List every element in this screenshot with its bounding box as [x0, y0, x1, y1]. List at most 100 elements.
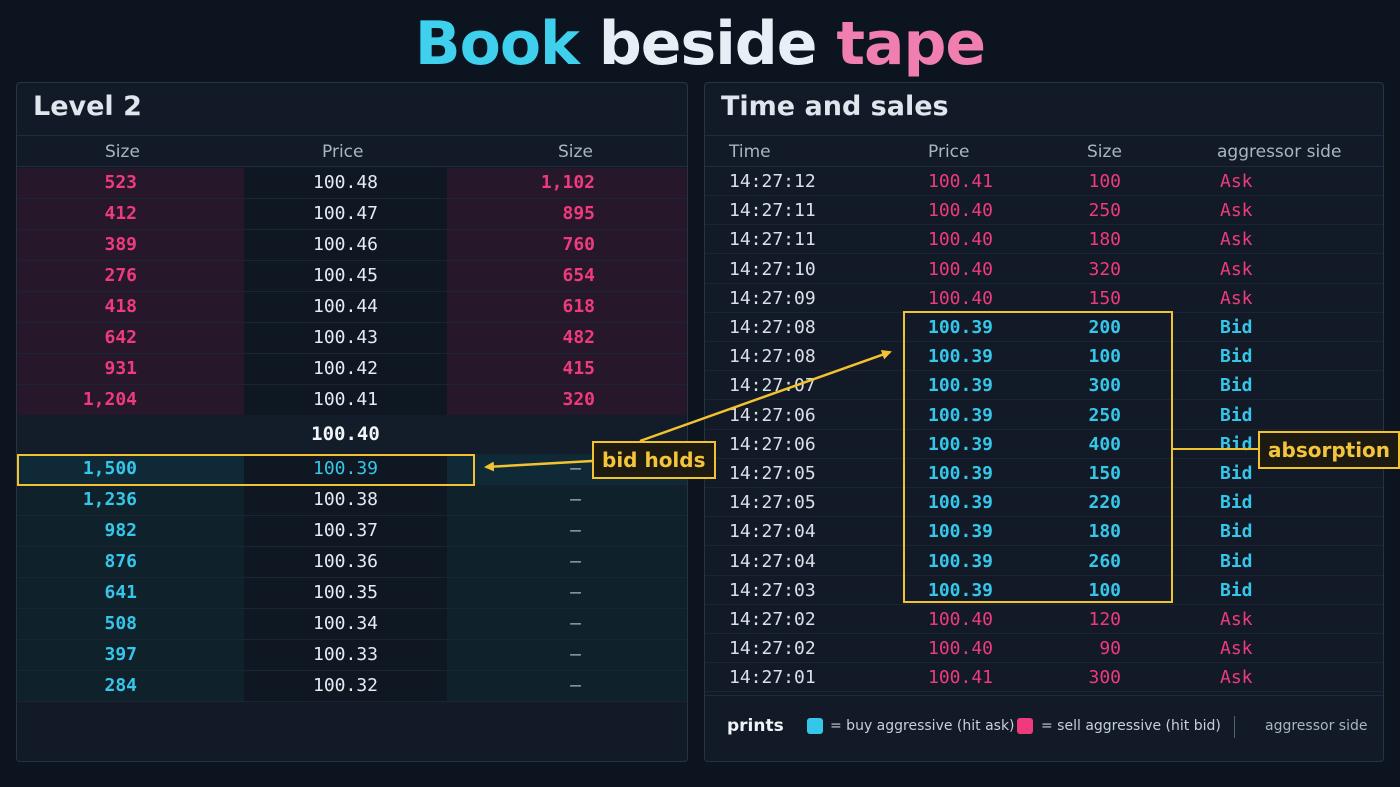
bid-level-row[interactable]: 284 100.32 – — [17, 671, 687, 702]
ask-size-cell: – — [570, 613, 581, 634]
ask-level-row[interactable]: 418 100.44 618 — [17, 292, 687, 323]
bid-size-cell: 931 — [104, 358, 137, 379]
price-cell: 100.36 — [312, 551, 379, 572]
tape-price-cell: 100.39 — [928, 579, 994, 601]
tape-time-cell: 14:27:03 — [729, 579, 816, 601]
tape-price-cell: 100.40 — [928, 609, 994, 630]
level2-panel: Level 2 Size Price Size 523 100.48 1,102 41… — [16, 82, 688, 762]
tape-header-size: Size — [1087, 142, 1122, 162]
spread-price: 100.40 — [311, 423, 380, 445]
tape-row[interactable]: 14:27:08 100.39 200 Bid — [705, 313, 1383, 342]
bid-level-row[interactable]: 1,500 100.39 – — [17, 454, 687, 485]
ask-size-cell: 482 — [562, 327, 595, 348]
bid-size-cell: 389 — [104, 234, 137, 255]
ask-level-row[interactable]: 523 100.48 1,102 — [17, 168, 687, 199]
title-word-tape: tape — [836, 9, 986, 79]
ask-level-row[interactable]: 412 100.47 895 — [17, 199, 687, 230]
bid-level-row[interactable]: 1,236 100.38 – — [17, 485, 687, 516]
bid-size-cell: 1,500 — [82, 458, 137, 479]
legend-buy-swatch — [807, 718, 823, 734]
tape-header-price: Price — [928, 142, 970, 162]
bid-size-cell: 1,236 — [82, 489, 137, 510]
tape-time-cell: 14:27:02 — [729, 609, 816, 630]
ask-level-row[interactable]: 931 100.42 415 — [17, 354, 687, 385]
legend-buy-text: = buy aggressive (hit ask) — [830, 718, 1015, 734]
bid-size-cell: 642 — [104, 327, 137, 348]
price-cell: 100.38 — [312, 489, 379, 510]
ask-size-cell: – — [570, 675, 581, 696]
tape-time-cell: 14:27:06 — [729, 404, 816, 426]
ask-level-row[interactable]: 642 100.43 482 — [17, 323, 687, 354]
tape-header: Time Price Size aggressor side — [705, 135, 1383, 167]
bid-level-row[interactable]: 876 100.36 – — [17, 547, 687, 578]
level2-title: Level 2 — [33, 91, 142, 122]
tape-row[interactable]: 14:27:08 100.39 100 Bid — [705, 342, 1383, 372]
tape-row[interactable]: 14:27:02 100.40 120 Ask — [705, 605, 1383, 634]
tape-time-cell: 14:27:04 — [729, 550, 816, 572]
tape-price-cell: 100.41 — [928, 171, 994, 192]
title-word-beside: beside — [598, 9, 818, 79]
tape-row[interactable]: 14:27:03 100.39 100 Bid — [705, 576, 1383, 605]
legend-sell-swatch — [1017, 718, 1033, 734]
bid-level-row[interactable]: 397 100.33 – — [17, 640, 687, 671]
legend-sell-text: = sell aggressive (hit bid) — [1041, 718, 1221, 734]
tape-side-cell: Ask — [1220, 229, 1253, 251]
tape-size-cell: 250 — [1088, 200, 1121, 222]
ask-size-cell: 320 — [562, 389, 595, 410]
tape-row[interactable]: 14:27:10 100.40 320 Ask — [705, 255, 1383, 284]
tape-row[interactable]: 14:27:05 100.39 150 Bid — [705, 459, 1383, 488]
level2-header: Size Price Size — [17, 135, 687, 167]
tape-price-cell: 100.40 — [928, 638, 994, 660]
tape-row[interactable]: 14:27:07 100.39 300 Bid — [705, 371, 1383, 401]
tape-price-cell: 100.39 — [928, 463, 994, 484]
bid-size-cell: 276 — [104, 265, 137, 286]
tape-side-cell: Ask — [1220, 287, 1253, 309]
tape-row[interactable]: 14:27:05 100.39 220 Bid — [705, 488, 1383, 518]
tape-time-cell: 14:27:08 — [729, 317, 816, 338]
bid-size-cell: 397 — [104, 644, 137, 665]
tape-price-cell: 100.39 — [928, 346, 994, 368]
tape-price-cell: 100.39 — [928, 550, 994, 572]
tape-row[interactable]: 14:27:04 100.39 180 Bid — [705, 517, 1383, 547]
tape-row[interactable]: 14:27:01 100.41 300 Ask — [705, 663, 1383, 693]
price-cell: 100.39 — [312, 458, 379, 479]
tape-side-cell: Bid — [1220, 521, 1253, 543]
tape-price-cell: 100.39 — [928, 433, 994, 455]
bid-level-row[interactable]: 508 100.34 – — [17, 609, 687, 640]
tape-row[interactable]: 14:27:04 100.39 260 Bid — [705, 547, 1383, 576]
ask-level-row[interactable]: 276 100.45 654 — [17, 261, 687, 292]
bid-level-row[interactable]: 641 100.35 – — [17, 578, 687, 609]
tape-row[interactable]: 14:27:11 100.40 250 Ask — [705, 196, 1383, 226]
ask-size-cell: – — [570, 458, 581, 479]
bid-size-cell: 876 — [104, 551, 137, 572]
ask-size-cell: 1,102 — [540, 172, 595, 193]
price-cell: 100.35 — [312, 582, 379, 603]
legend: prints = buy aggressive (hit ask) = sell… — [705, 695, 1383, 761]
tape-side-cell: Bid — [1220, 579, 1253, 601]
price-cell: 100.46 — [312, 234, 379, 255]
tape-side-cell: Ask — [1220, 171, 1253, 192]
tape-side-cell: Ask — [1220, 200, 1253, 222]
ask-level-row[interactable]: 1,204 100.41 320 — [17, 385, 687, 416]
tape-time-cell: 14:27:01 — [729, 667, 816, 689]
bid-level-row[interactable]: 982 100.37 – — [17, 516, 687, 547]
tape-side-cell: Bid — [1220, 463, 1253, 484]
tape-row[interactable]: 14:27:12 100.41 100 Ask — [705, 167, 1383, 196]
tape-time-cell: 14:27:10 — [729, 258, 816, 280]
tape-time-cell: 14:27:05 — [729, 463, 816, 484]
ask-size-cell: 895 — [562, 203, 595, 224]
tape-price-cell: 100.40 — [928, 258, 994, 280]
tape-row[interactable]: 14:27:11 100.40 180 Ask — [705, 225, 1383, 255]
ask-level-row[interactable]: 389 100.46 760 — [17, 230, 687, 261]
tape-size-cell: 300 — [1088, 667, 1121, 689]
ask-size-cell: – — [570, 489, 581, 510]
tape-side-cell: Bid — [1220, 346, 1253, 368]
tape-time-cell: 14:27:11 — [729, 200, 816, 222]
tape-row[interactable]: 14:27:06 100.39 250 Bid — [705, 401, 1383, 430]
tape-row[interactable]: 14:27:09 100.40 150 Ask — [705, 284, 1383, 313]
tape-side-cell: Bid — [1220, 433, 1253, 455]
tape-size-cell: 200 — [1088, 317, 1121, 338]
ask-size-cell: – — [570, 644, 581, 665]
tape-time-cell: 14:27:02 — [729, 638, 816, 660]
tape-row[interactable]: 14:27:02 100.40 90 Ask — [705, 634, 1383, 664]
